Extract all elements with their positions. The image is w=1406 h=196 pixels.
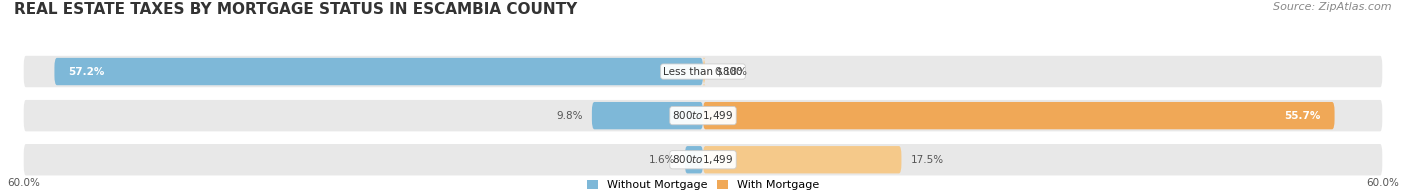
FancyBboxPatch shape (703, 102, 1334, 129)
Text: Less than $800: Less than $800 (664, 66, 742, 77)
FancyBboxPatch shape (22, 55, 1384, 88)
Text: 60.0%: 60.0% (1367, 178, 1399, 188)
Text: 1.6%: 1.6% (650, 155, 676, 165)
Text: $800 to $1,499: $800 to $1,499 (672, 109, 734, 122)
FancyBboxPatch shape (685, 146, 703, 173)
Text: 60.0%: 60.0% (7, 178, 39, 188)
Text: Source: ZipAtlas.com: Source: ZipAtlas.com (1274, 2, 1392, 12)
FancyBboxPatch shape (22, 99, 1384, 132)
Text: 17.5%: 17.5% (911, 155, 943, 165)
Text: 55.7%: 55.7% (1285, 111, 1322, 121)
Text: REAL ESTATE TAXES BY MORTGAGE STATUS IN ESCAMBIA COUNTY: REAL ESTATE TAXES BY MORTGAGE STATUS IN … (14, 2, 578, 17)
Text: 0.18%: 0.18% (714, 66, 747, 77)
FancyBboxPatch shape (22, 143, 1384, 176)
Legend: Without Mortgage, With Mortgage: Without Mortgage, With Mortgage (588, 180, 818, 191)
Text: $800 to $1,499: $800 to $1,499 (672, 153, 734, 166)
FancyBboxPatch shape (703, 146, 901, 173)
Text: 57.2%: 57.2% (67, 66, 104, 77)
FancyBboxPatch shape (592, 102, 703, 129)
FancyBboxPatch shape (703, 58, 706, 85)
Text: 9.8%: 9.8% (557, 111, 583, 121)
FancyBboxPatch shape (55, 58, 703, 85)
